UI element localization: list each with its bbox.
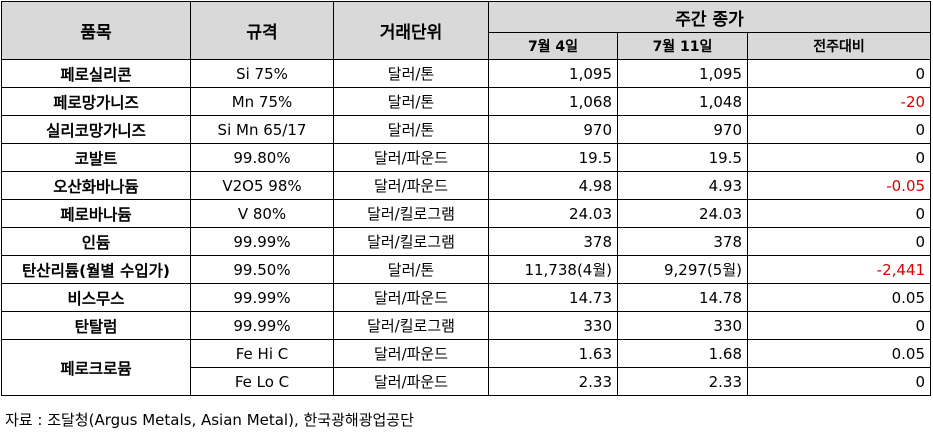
row-jul11: 24.03 [617, 199, 748, 228]
row-item-ferrochrome: 페로크로뮴 [1, 339, 191, 396]
row-unit: 달러/파운드 [333, 283, 489, 312]
row-jul11: 330 [617, 311, 748, 340]
row-spec: 99.99% [190, 283, 334, 312]
row-jul11: 14.78 [617, 283, 748, 312]
row-unit: 달러/파운드 [333, 143, 489, 172]
row-change: 0 [746, 367, 932, 396]
row-change: 0.05 [746, 283, 932, 312]
header-item: 품목 [1, 1, 191, 60]
header-jul4: 7월 4일 [488, 32, 618, 60]
header-weekly-close: 주간 종가 [487, 1, 932, 33]
row-spec: Fe Hi C [190, 339, 334, 368]
row-jul4: 4.98 [488, 171, 618, 200]
price-table: 품목 규격 거래단위 주간 종가 7월 4일 7월 11일 전주대비 페로실리콘… [1, 1, 932, 396]
row-item: 페로바나듐 [1, 199, 191, 228]
row-spec: 99.50% [190, 255, 334, 284]
table-row: Fe Lo C 달러/파운드 2.33 2.33 0 [2, 367, 932, 396]
row-change: 0 [746, 311, 932, 340]
row-item: 실리코망가니즈 [1, 115, 191, 144]
row-spec: V2O5 98% [190, 171, 334, 200]
row-jul4: 24.03 [488, 199, 618, 228]
row-unit: 달러/킬로그램 [333, 311, 489, 340]
row-jul4: 1,095 [488, 59, 618, 88]
header-unit: 거래단위 [333, 1, 489, 60]
row-jul4: 11,738(4월) [488, 255, 618, 284]
row-change: -20 [746, 87, 932, 116]
table-row: 탄탈럼 99.99% 달러/킬로그램 330 330 0 [1, 311, 932, 340]
table-row: 탄산리튬(월별 수입가) 99.50% 달러/톤 11,738(4월) 9,29… [1, 255, 932, 284]
table-row: 코발트 99.80% 달러/파운드 19.5 19.5 0 [1, 143, 932, 172]
row-jul11: 19.5 [617, 143, 748, 172]
header-change: 전주대비 [746, 32, 932, 60]
table-row: 오산화바나듐 V2O5 98% 달러/파운드 4.98 4.93 -0.05 [1, 171, 932, 200]
table-row: 비스무스 99.99% 달러/파운드 14.73 14.78 0.05 [1, 283, 932, 312]
row-jul4: 19.5 [488, 143, 618, 172]
table-body: 페로실리콘 Si 75% 달러/톤 1,095 1,095 0 페로망가니즈 M… [1, 59, 932, 396]
row-jul11: 2.33 [617, 367, 748, 396]
row-change: 0.05 [746, 339, 932, 368]
row-item: 비스무스 [1, 283, 191, 312]
table-row: 실리코망가니즈 Si Mn 65/17 달러/톤 970 970 0 [1, 115, 932, 144]
row-jul11: 9,297(5월) [617, 255, 748, 284]
row-spec: 99.80% [190, 143, 334, 172]
row-jul4: 378 [488, 227, 618, 256]
row-jul11: 970 [617, 115, 748, 144]
row-item: 코발트 [1, 143, 191, 172]
row-jul4: 14.73 [488, 283, 618, 312]
row-item: 탄산리튬(월별 수입가) [1, 255, 191, 284]
table-row: 페로망가니즈 Mn 75% 달러/톤 1,068 1,048 -20 [1, 87, 932, 116]
row-jul11: 4.93 [617, 171, 748, 200]
row-spec: 99.99% [190, 227, 334, 256]
row-unit: 달러/톤 [333, 115, 489, 144]
row-spec: Mn 75% [190, 87, 334, 116]
row-item: 오산화바나듐 [1, 171, 191, 200]
row-change: 0 [746, 227, 932, 256]
row-unit: 달러/킬로그램 [333, 227, 489, 256]
row-spec: Fe Lo C [190, 367, 334, 396]
row-spec: V 80% [190, 199, 334, 228]
row-unit: 달러/톤 [333, 255, 489, 284]
row-unit: 달러/파운드 [333, 367, 489, 396]
row-item: 탄탈럼 [1, 311, 191, 340]
row-jul4: 330 [488, 311, 618, 340]
table-row: 페로바나듐 V 80% 달러/킬로그램 24.03 24.03 0 [1, 199, 932, 228]
row-change: 0 [746, 199, 932, 228]
row-item: 페로망가니즈 [1, 87, 191, 116]
row-jul4: 1,068 [488, 87, 618, 116]
row-jul11: 378 [617, 227, 748, 256]
row-spec: Si Mn 65/17 [190, 115, 334, 144]
source-note: 자료 : 조달청(Argus Metals, Asian Metal), 한국광… [5, 411, 414, 429]
table-row: 페로크로뮴 Fe Hi C 달러/파운드 1.63 1.68 0.05 [1, 339, 932, 396]
row-unit: 달러/파운드 [333, 339, 489, 368]
table-row: 페로실리콘 Si 75% 달러/톤 1,095 1,095 0 [1, 59, 932, 88]
row-change: 0 [746, 143, 932, 172]
row-unit: 달러/톤 [333, 87, 489, 116]
row-change: 0 [746, 59, 932, 88]
header-spec: 규격 [190, 1, 334, 60]
row-unit: 달러/파운드 [333, 171, 489, 200]
row-jul4: 1.63 [488, 339, 618, 368]
row-change: -2,441 [746, 255, 932, 284]
row-jul11: 1.68 [617, 339, 748, 368]
row-unit: 달러/톤 [333, 59, 489, 88]
row-item: 인듐 [1, 227, 191, 256]
row-jul4: 2.33 [488, 367, 618, 396]
table-row: 인듐 99.99% 달러/킬로그램 378 378 0 [1, 227, 932, 256]
row-unit: 달러/킬로그램 [333, 199, 489, 228]
row-change: 0 [746, 115, 932, 144]
row-jul11: 1,048 [617, 87, 748, 116]
row-change: -0.05 [746, 171, 932, 200]
row-jul4: 970 [488, 115, 618, 144]
row-item: 페로실리콘 [1, 59, 191, 88]
row-jul11: 1,095 [617, 59, 748, 88]
row-spec: Si 75% [190, 59, 334, 88]
row-spec: 99.99% [190, 311, 334, 340]
header-jul11: 7월 11일 [617, 32, 748, 60]
